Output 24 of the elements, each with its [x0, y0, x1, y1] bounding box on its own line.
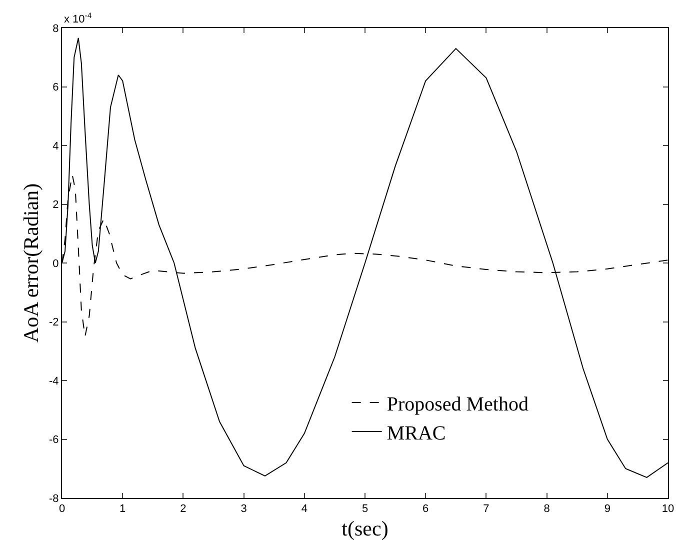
- x-tick-label: 9: [604, 503, 610, 516]
- y-tick-label: 8: [52, 22, 59, 35]
- x-tick-label: 8: [544, 503, 550, 516]
- y-tick-label: 0: [52, 258, 59, 270]
- y-tick-label: 2: [52, 199, 59, 212]
- x-tick-label: 5: [362, 503, 368, 516]
- y-tick-label: -6: [49, 434, 59, 446]
- text: x 10$^{-4}$: [64, 11, 92, 26]
- x-axis-title: t(sec): [342, 516, 388, 540]
- x-tick-label: 7: [483, 503, 490, 516]
- x-tick-label: 10: [662, 503, 674, 516]
- y-tick-label: -4: [49, 375, 59, 388]
- x-tick-label: 2: [180, 503, 186, 516]
- y-tick-label: -8: [49, 492, 59, 505]
- x-tick-label: 6: [422, 503, 429, 516]
- y-tick-label: -2: [49, 316, 59, 329]
- legend-label: MRAC: [386, 422, 446, 444]
- x-tick-label: 3: [240, 503, 247, 516]
- y-axis-title: AoA error(Radian): [19, 183, 44, 343]
- x-tick-label: 1: [120, 503, 126, 516]
- legend-label: Proposed Method: [386, 393, 528, 416]
- y-tick-label: 6: [52, 82, 59, 94]
- y-tick-label: 4: [52, 140, 59, 152]
- x-tick-label: 4: [301, 503, 308, 516]
